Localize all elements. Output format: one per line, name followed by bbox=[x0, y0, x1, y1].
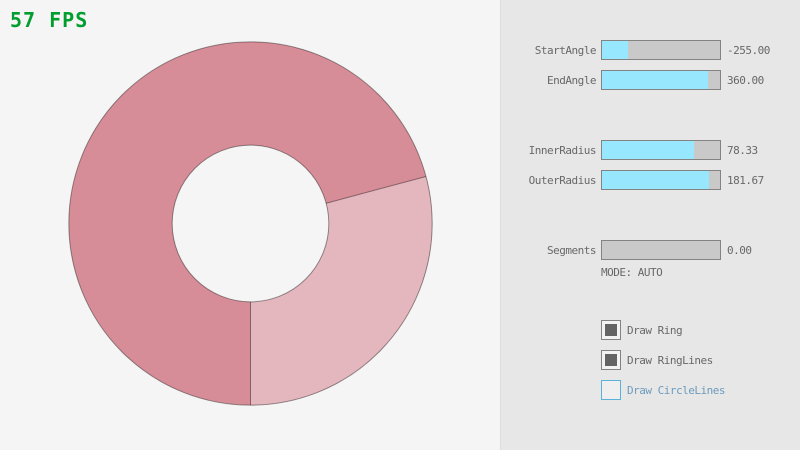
slider-fill-inner-radius bbox=[602, 141, 695, 159]
slider-value-outer-radius: 181.67 bbox=[727, 173, 764, 187]
slider-row-outer-radius: OuterRadius 181.67 bbox=[501, 170, 800, 190]
slider-inner-radius[interactable] bbox=[601, 140, 721, 160]
slider-value-end-angle: 360.00 bbox=[727, 73, 764, 87]
checkbox-label-draw-circlelines: Draw CircleLines bbox=[627, 383, 725, 397]
slider-label-start-angle: StartAngle bbox=[534, 43, 597, 57]
ring-line-start-angle bbox=[326, 175, 427, 204]
checkbox-row-draw-circlelines: Draw CircleLines bbox=[601, 380, 725, 400]
fps-counter: 57 FPS bbox=[10, 8, 89, 32]
ring-outline-outer bbox=[68, 41, 433, 406]
segments-mode-label: MODE: AUTO bbox=[601, 266, 663, 279]
slider-label-outer-radius: OuterRadius bbox=[528, 173, 597, 187]
ring-hole bbox=[172, 145, 329, 302]
slider-label-segments: Segments bbox=[547, 243, 596, 257]
slider-outer-radius[interactable] bbox=[601, 170, 721, 190]
checkbox-label-draw-ring: Draw Ring bbox=[627, 323, 683, 337]
slider-row-end-angle: EndAngle 360.00 bbox=[501, 70, 800, 90]
slider-row-inner-radius: InnerRadius 78.33 bbox=[501, 140, 800, 160]
slider-fill-outer-radius bbox=[602, 171, 710, 189]
checkbox-row-draw-ringlines: Draw RingLines bbox=[601, 350, 713, 370]
checkbox-draw-circlelines[interactable] bbox=[601, 380, 621, 400]
slider-row-segments: Segments 0.00 bbox=[501, 240, 800, 260]
slider-row-start-angle: StartAngle -255.00 bbox=[501, 40, 800, 60]
slider-value-start-angle: -255.00 bbox=[727, 43, 770, 57]
slider-value-inner-radius: 78.33 bbox=[727, 143, 758, 157]
ring-outline-inner bbox=[171, 144, 330, 303]
slider-label-inner-radius: InnerRadius bbox=[528, 143, 597, 157]
slider-label-end-angle: EndAngle bbox=[547, 73, 596, 87]
check-mark bbox=[605, 384, 617, 396]
checkbox-row-draw-ring: Draw Ring bbox=[601, 320, 683, 340]
slider-value-segments: 0.00 bbox=[727, 243, 752, 257]
slider-end-angle[interactable] bbox=[601, 70, 721, 90]
slider-fill-end-angle bbox=[602, 71, 709, 89]
slider-segments[interactable] bbox=[601, 240, 721, 260]
check-mark bbox=[605, 354, 617, 366]
slider-start-angle[interactable] bbox=[601, 40, 721, 60]
check-mark bbox=[605, 324, 617, 336]
controls-panel: StartAngle -255.00 EndAngle 360.00 Inner… bbox=[500, 0, 800, 450]
slider-fill-start-angle bbox=[602, 41, 628, 59]
checkbox-draw-ringlines[interactable] bbox=[601, 350, 621, 370]
checkbox-label-draw-ringlines: Draw RingLines bbox=[627, 353, 713, 367]
checkbox-draw-ring[interactable] bbox=[601, 320, 621, 340]
